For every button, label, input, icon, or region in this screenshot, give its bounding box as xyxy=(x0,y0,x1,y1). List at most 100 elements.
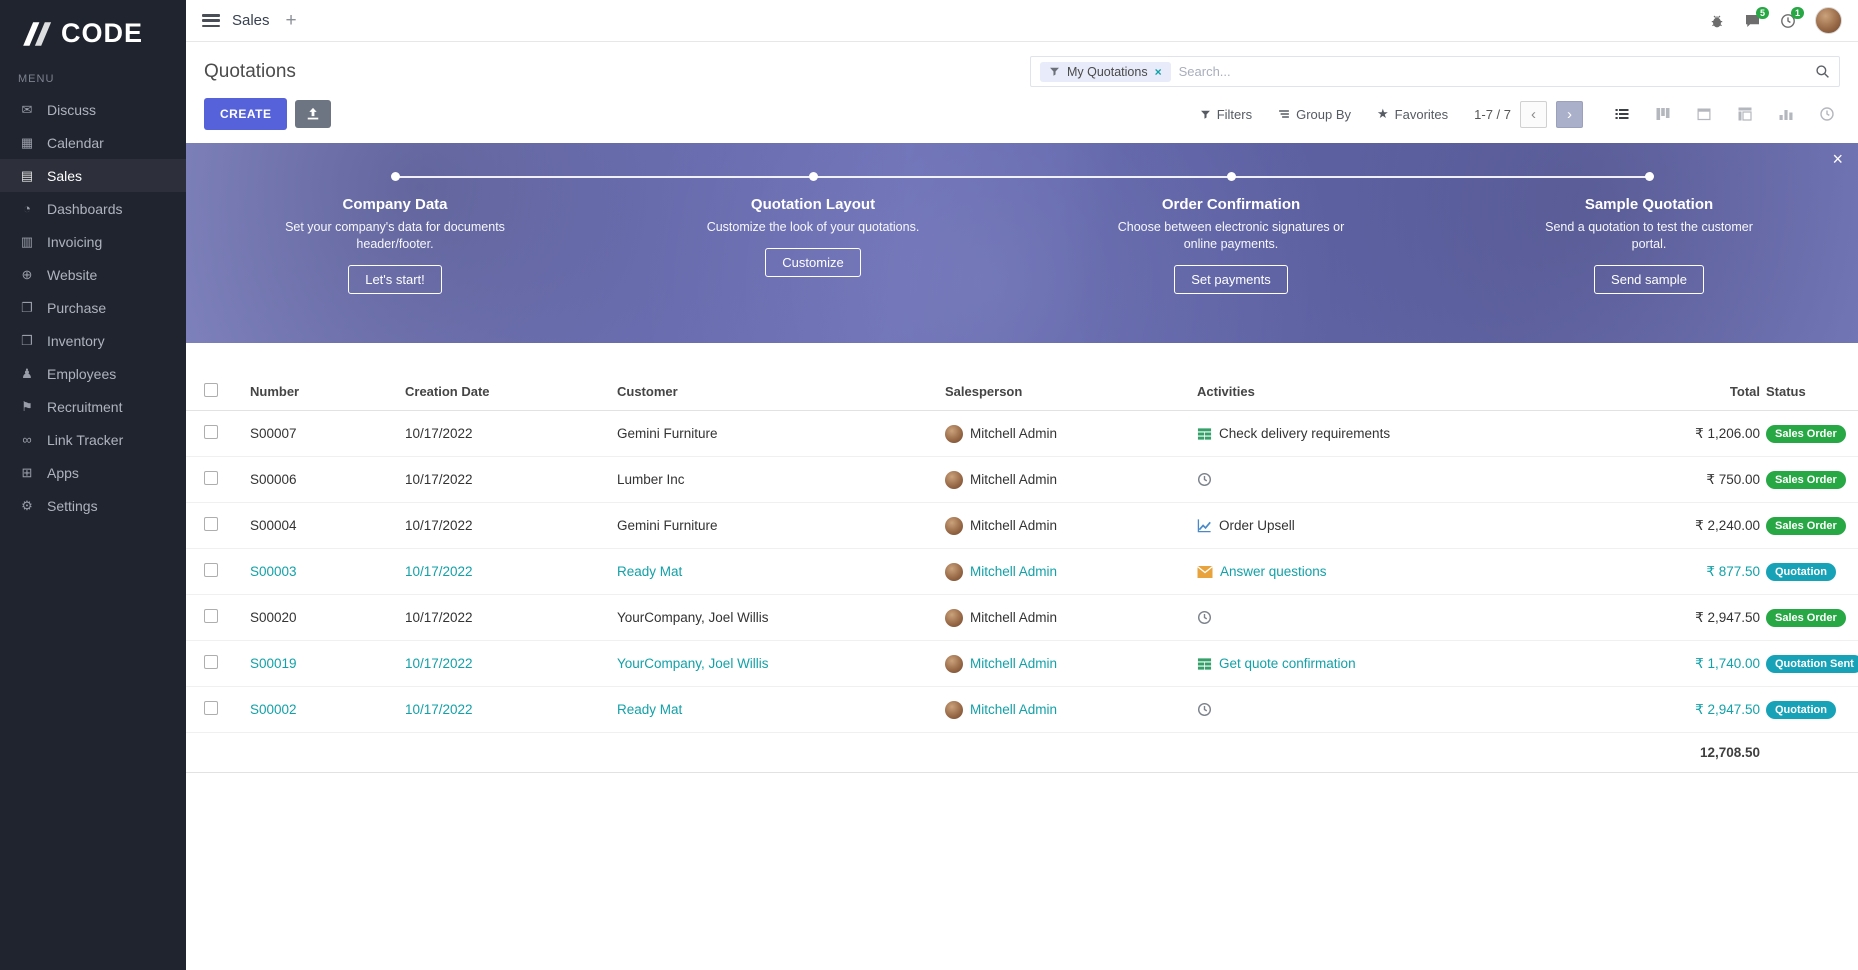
activity-cell[interactable]: Check delivery requirements xyxy=(1197,426,1616,441)
activity-cell[interactable] xyxy=(1197,610,1616,625)
clock-icon[interactable] xyxy=(1197,702,1212,717)
step-description: Customize the look of your quotations. xyxy=(706,220,920,234)
sidebar-item[interactable]: ⚙ Settings xyxy=(0,489,186,522)
activity-cell[interactable]: Answer questions xyxy=(1197,564,1616,579)
code-logo-icon xyxy=(16,21,52,46)
debug-bug-icon[interactable] xyxy=(1709,13,1725,29)
sidebar-item[interactable]: ✉ Discuss xyxy=(0,93,186,126)
quotation-number[interactable]: S00007 xyxy=(250,426,297,441)
row-checkbox[interactable] xyxy=(204,655,218,669)
group-by-button[interactable]: Group By xyxy=(1278,107,1351,122)
table-row[interactable]: S00006 10/17/2022 Lumber Inc Mitchell Ad… xyxy=(186,457,1858,503)
quotation-number[interactable]: S00020 xyxy=(250,610,297,625)
column-header-salesperson[interactable]: Salesperson xyxy=(945,384,1023,399)
search-input[interactable] xyxy=(1178,64,1807,79)
sidebar-item[interactable]: ▥ Invoicing xyxy=(0,225,186,258)
user-avatar[interactable] xyxy=(1815,7,1842,34)
facet-remove-icon[interactable]: × xyxy=(1154,64,1162,79)
step-action-button[interactable]: Customize xyxy=(765,247,861,277)
quotation-number[interactable]: S00006 xyxy=(250,472,297,487)
row-checkbox[interactable] xyxy=(204,517,218,531)
status-badge: Quotation xyxy=(1766,700,1836,719)
sidebar-item[interactable]: ⊕ Website xyxy=(0,258,186,291)
hamburger-menu-icon[interactable] xyxy=(202,14,220,27)
column-header-customer[interactable]: Customer xyxy=(617,384,678,399)
clock-icon[interactable] xyxy=(1197,472,1212,487)
customer-name: Lumber Inc xyxy=(617,472,685,487)
row-checkbox[interactable] xyxy=(204,425,218,439)
sidebar-item[interactable]: ∞ Link Tracker xyxy=(0,423,186,456)
status-cell: Sales Order xyxy=(1766,470,1858,489)
customer-name: YourCompany, Joel Willis xyxy=(617,656,769,671)
sidebar-item[interactable]: ❒ Inventory xyxy=(0,324,186,357)
status-cell: Quotation xyxy=(1766,562,1858,581)
banner-close-icon[interactable]: × xyxy=(1832,149,1843,169)
activities-clock-icon[interactable]: 1 xyxy=(1780,6,1804,29)
step-action-button[interactable]: Let's start! xyxy=(348,264,442,294)
table-row[interactable]: S00003 10/17/2022 Ready Mat Mitchell Adm… xyxy=(186,549,1858,595)
pivot-view-icon[interactable] xyxy=(1732,101,1758,127)
sidebar-item[interactable]: ⊞ Apps xyxy=(0,456,186,489)
step-action-button[interactable]: Send sample xyxy=(1594,264,1704,294)
sidebar-item-icon: ❒ xyxy=(21,332,33,348)
sidebar-item[interactable]: ◔ Dashboards xyxy=(0,192,186,225)
search-magnifier-icon[interactable] xyxy=(1815,64,1830,79)
list-view-icon[interactable] xyxy=(1609,101,1635,127)
row-checkbox[interactable] xyxy=(204,609,218,623)
quotation-number[interactable]: S00019 xyxy=(250,656,297,671)
quotation-number[interactable]: S00002 xyxy=(250,702,297,717)
table-row[interactable]: S00002 10/17/2022 Ready Mat Mitchell Adm… xyxy=(186,687,1858,733)
search-facet-chip[interactable]: My Quotations × xyxy=(1040,61,1171,82)
favorites-button[interactable]: ★ Favorites xyxy=(1377,106,1448,122)
table-row[interactable]: S00019 10/17/2022 YourCompany, Joel Will… xyxy=(186,641,1858,687)
activities-count-badge: 1 xyxy=(1790,6,1804,20)
pager-next-button[interactable]: › xyxy=(1556,100,1583,128)
select-all-checkbox[interactable] xyxy=(204,383,218,397)
step-title: Company Data xyxy=(342,196,448,213)
column-header-status[interactable]: Status xyxy=(1766,384,1806,399)
activity-cell[interactable] xyxy=(1197,472,1616,487)
sidebar-item[interactable]: ▤ Sales xyxy=(0,159,186,192)
row-checkbox[interactable] xyxy=(204,471,218,485)
create-button[interactable]: CREATE xyxy=(204,98,288,130)
sidebar-item[interactable]: ▦ Calendar xyxy=(0,126,186,159)
table-row[interactable]: S00020 10/17/2022 YourCompany, Joel Will… xyxy=(186,595,1858,641)
step-action-button[interactable]: Set payments xyxy=(1174,264,1288,294)
table-row[interactable]: S00004 10/17/2022 Gemini Furniture Mitch… xyxy=(186,503,1858,549)
graph-view-icon[interactable] xyxy=(1773,101,1799,127)
activity-view-icon[interactable] xyxy=(1814,101,1840,127)
row-checkbox[interactable] xyxy=(204,701,218,715)
sidebar-item[interactable]: ♟ Employees xyxy=(0,357,186,390)
activity-cell[interactable] xyxy=(1197,702,1616,717)
export-button[interactable] xyxy=(295,100,332,128)
current-app-breadcrumb[interactable]: Sales xyxy=(232,12,270,29)
app-logo[interactable]: CODE xyxy=(0,0,186,63)
column-header-creation-date[interactable]: Creation Date xyxy=(405,384,490,399)
add-tab-icon[interactable]: + xyxy=(285,10,297,31)
row-checkbox[interactable] xyxy=(204,563,218,577)
messages-icon[interactable]: 5 xyxy=(1744,6,1769,29)
calendar-view-icon[interactable] xyxy=(1691,101,1717,127)
sidebar-item[interactable]: ⚑ Recruitment xyxy=(0,390,186,423)
quotation-number[interactable]: S00003 xyxy=(250,564,297,579)
quotation-number[interactable]: S00004 xyxy=(250,518,297,533)
sidebar-item-icon: ▦ xyxy=(20,134,34,150)
column-header-activities[interactable]: Activities xyxy=(1197,384,1255,399)
total-amount: ₹ 877.50 xyxy=(1706,563,1760,579)
pager: 1-7 / 7 ‹ › xyxy=(1474,100,1583,128)
clock-icon[interactable] xyxy=(1197,610,1212,625)
cp-left-buttons: CREATE xyxy=(204,98,332,130)
column-header-total[interactable]: Total xyxy=(1729,384,1760,399)
search-bar[interactable]: My Quotations × xyxy=(1030,56,1840,87)
activity-cell[interactable]: Get quote confirmation xyxy=(1197,656,1616,671)
table-row[interactable]: S00007 10/17/2022 Gemini Furniture Mitch… xyxy=(186,411,1858,457)
column-header-number[interactable]: Number xyxy=(250,384,300,399)
status-badge: Sales Order xyxy=(1766,470,1846,489)
sidebar-item[interactable]: ❐ Purchase xyxy=(0,291,186,324)
salesperson-name: Mitchell Admin xyxy=(970,702,1058,717)
activity-cell[interactable]: Order Upsell xyxy=(1197,518,1616,533)
kanban-view-icon[interactable] xyxy=(1650,101,1676,127)
total-amount: ₹ 2,240.00 xyxy=(1695,517,1760,533)
pager-previous-button[interactable]: ‹ xyxy=(1520,100,1547,128)
filters-button[interactable]: Filters xyxy=(1200,107,1252,122)
